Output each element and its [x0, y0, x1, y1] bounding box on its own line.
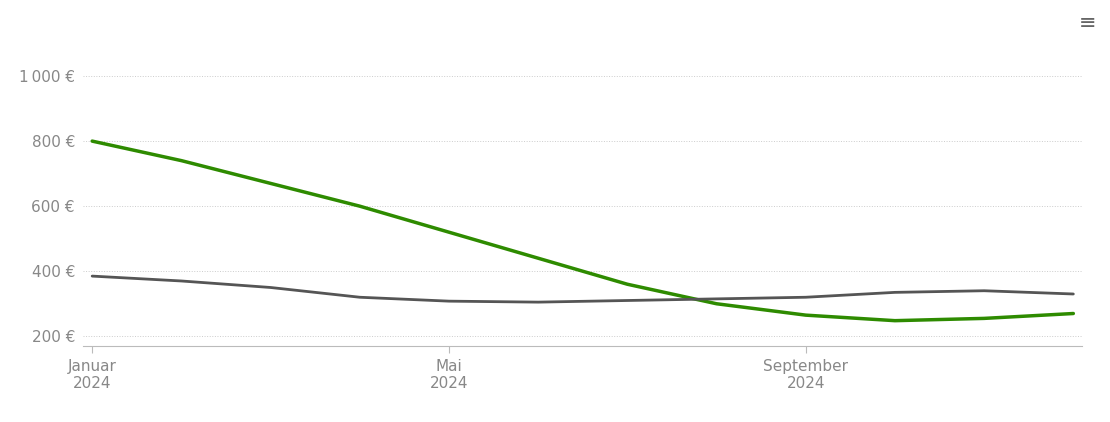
Sackware	[264, 285, 278, 290]
Text: ≡: ≡	[1079, 13, 1097, 32]
lose Ware	[710, 301, 724, 306]
Sackware	[710, 296, 724, 301]
lose Ware	[353, 204, 366, 209]
Sackware	[888, 290, 901, 295]
lose Ware	[978, 316, 991, 321]
lose Ware	[888, 318, 901, 323]
Sackware	[620, 298, 634, 303]
lose Ware	[174, 158, 188, 163]
Line: Sackware: Sackware	[92, 276, 1073, 302]
Line: lose Ware: lose Ware	[92, 141, 1073, 321]
lose Ware	[1067, 311, 1080, 316]
Sackware	[353, 295, 366, 300]
Sackware	[799, 295, 813, 300]
lose Ware	[85, 138, 99, 143]
Sackware	[85, 273, 99, 279]
lose Ware	[532, 256, 545, 261]
lose Ware	[799, 313, 813, 318]
Sackware	[978, 288, 991, 293]
lose Ware	[264, 181, 278, 186]
Sackware	[174, 279, 188, 284]
Sackware	[1067, 292, 1080, 297]
lose Ware	[442, 230, 455, 235]
Sackware	[442, 299, 455, 304]
Sackware	[532, 300, 545, 305]
lose Ware	[620, 282, 634, 287]
